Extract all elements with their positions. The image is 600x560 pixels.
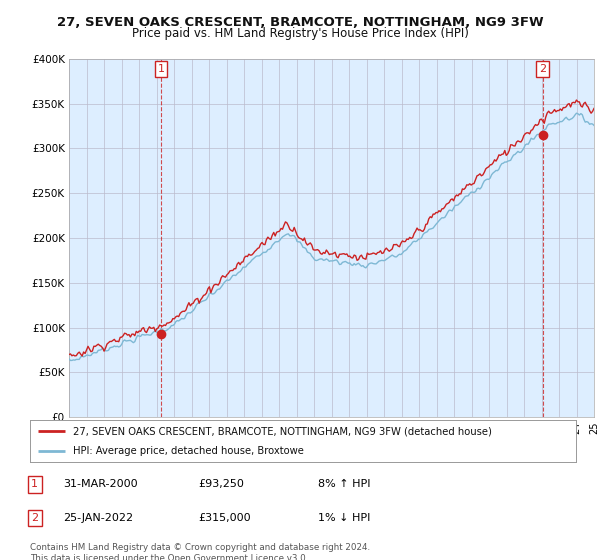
Text: 1% ↓ HPI: 1% ↓ HPI xyxy=(318,513,370,523)
Text: 2: 2 xyxy=(31,513,38,523)
Text: Contains HM Land Registry data © Crown copyright and database right 2024.
This d: Contains HM Land Registry data © Crown c… xyxy=(30,543,370,560)
Text: HPI: Average price, detached house, Broxtowe: HPI: Average price, detached house, Brox… xyxy=(73,446,304,456)
Text: 31-MAR-2000: 31-MAR-2000 xyxy=(63,479,137,489)
Text: 1: 1 xyxy=(31,479,38,489)
Text: 27, SEVEN OAKS CRESCENT, BRAMCOTE, NOTTINGHAM, NG9 3FW: 27, SEVEN OAKS CRESCENT, BRAMCOTE, NOTTI… xyxy=(56,16,544,29)
Text: 25-JAN-2022: 25-JAN-2022 xyxy=(63,513,133,523)
Text: Price paid vs. HM Land Registry's House Price Index (HPI): Price paid vs. HM Land Registry's House … xyxy=(131,27,469,40)
Text: 2: 2 xyxy=(539,64,547,74)
Text: 1: 1 xyxy=(158,64,164,74)
Text: £93,250: £93,250 xyxy=(198,479,244,489)
Text: £315,000: £315,000 xyxy=(198,513,251,523)
Text: 8% ↑ HPI: 8% ↑ HPI xyxy=(318,479,371,489)
Text: 27, SEVEN OAKS CRESCENT, BRAMCOTE, NOTTINGHAM, NG9 3FW (detached house): 27, SEVEN OAKS CRESCENT, BRAMCOTE, NOTTI… xyxy=(73,426,491,436)
